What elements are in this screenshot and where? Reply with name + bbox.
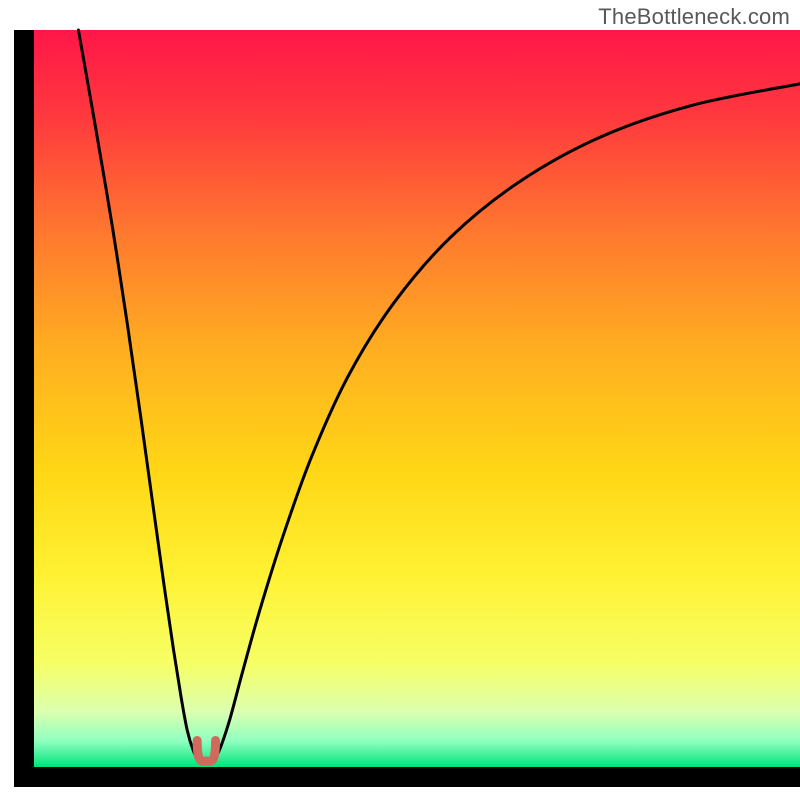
bottleneck-chart xyxy=(0,0,800,800)
chart-container: TheBottleneck.com xyxy=(0,0,800,800)
frame-bottom xyxy=(14,767,800,787)
frame-left xyxy=(14,30,34,787)
watermark-text: TheBottleneck.com xyxy=(598,4,790,30)
chart-background xyxy=(34,30,800,767)
